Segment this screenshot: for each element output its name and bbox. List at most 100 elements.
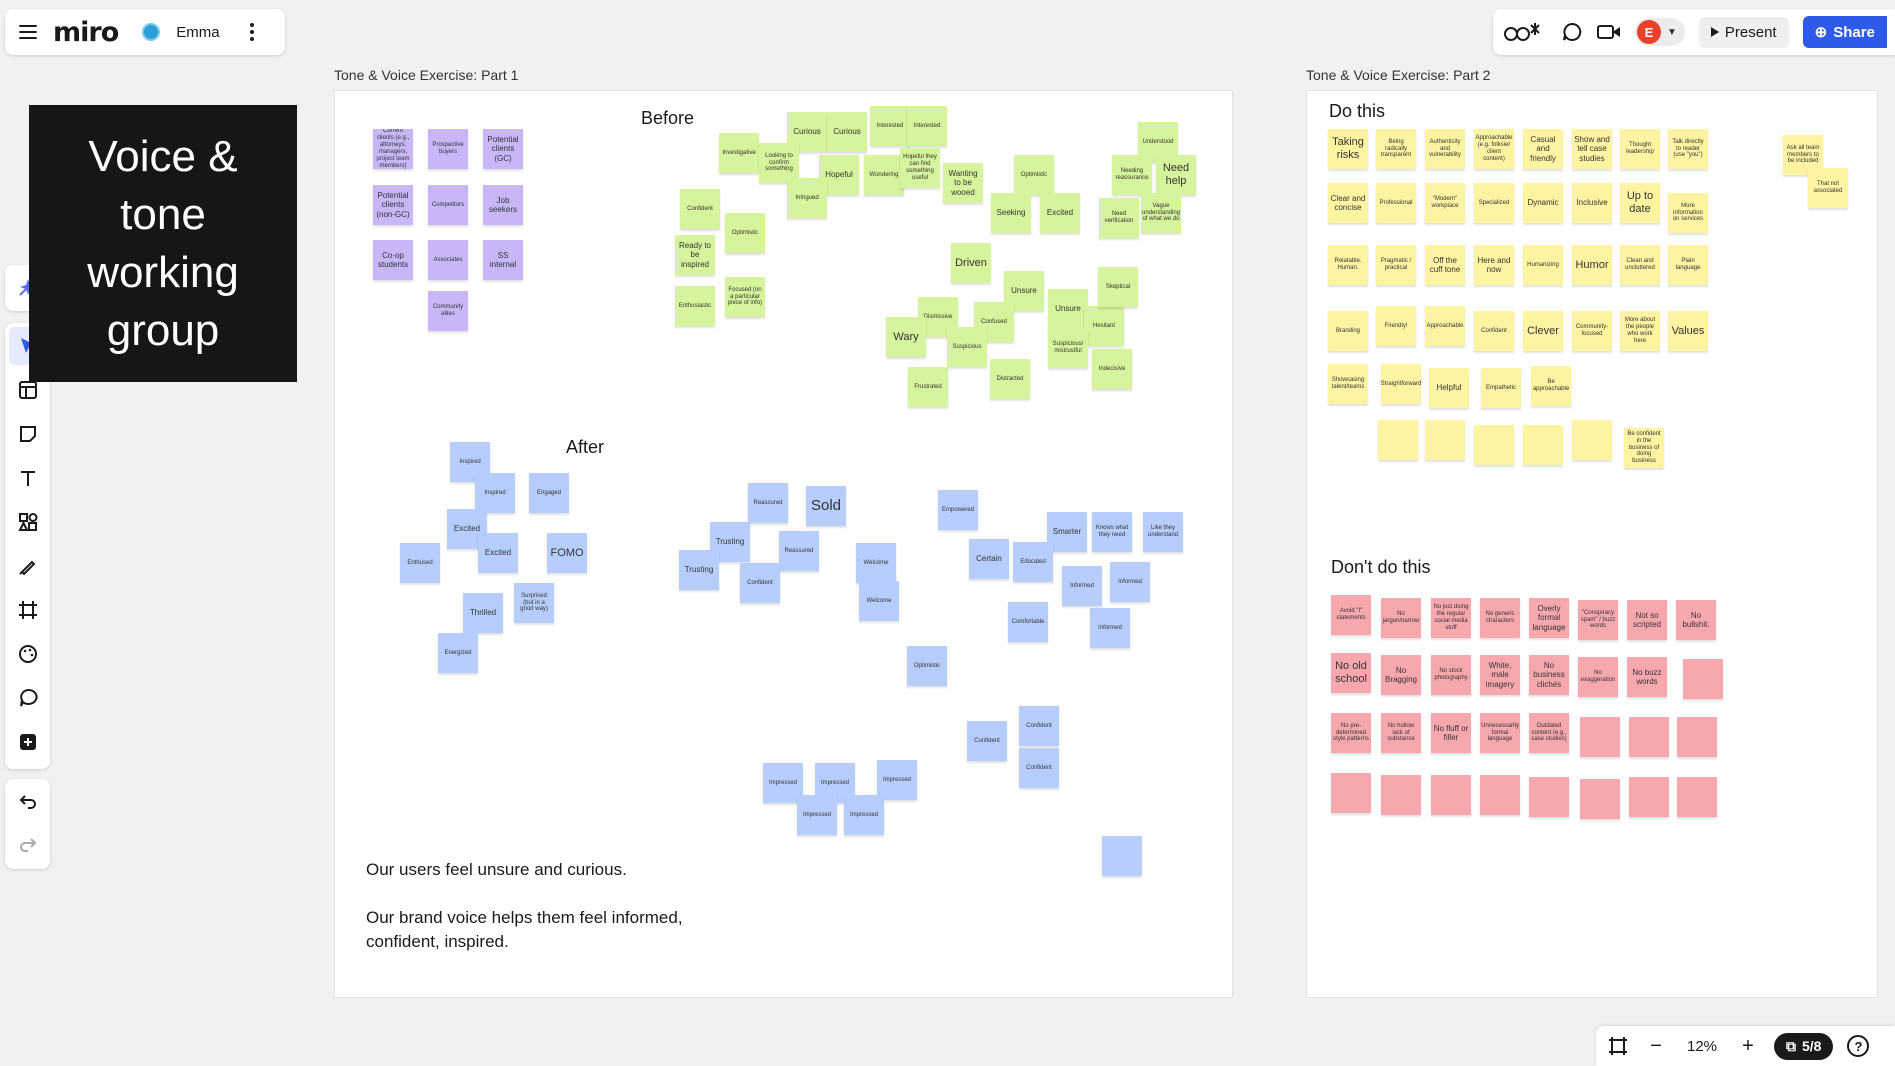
sticky-note[interactable]: Up to date [1620,183,1660,223]
sticky-note[interactable]: Impressed [763,763,803,803]
zoom-in-button[interactable]: + [1742,1034,1754,1057]
sticky-note[interactable]: Ready to be inspired [675,235,715,275]
sticky-note[interactable]: Suspicious [947,327,987,367]
sticky-note[interactable]: Clear and concise [1328,183,1368,223]
sticky-note[interactable]: Comfortable [1008,602,1048,642]
sticky-note[interactable]: Enthused [400,543,440,583]
sticky-note[interactable]: Co-op students [373,240,413,280]
sticky-note[interactable]: Certain [969,539,1009,579]
sticky-note[interactable]: Wanting to be wooed [943,163,983,203]
reactions-icon[interactable] [1503,19,1547,45]
sticky-note[interactable]: Impressed [797,795,837,835]
sticky-note[interactable]: Smarter [1047,512,1087,552]
sticky-note[interactable]: Overly formal language [1529,598,1569,638]
sticky-note[interactable]: Wondering [864,155,904,195]
sticky-note[interactable]: Surprised (but in a good way) [514,583,554,623]
shapes-tool[interactable] [9,503,46,541]
sticky-note[interactable]: Skeptical [1098,267,1138,307]
sticky-note[interactable]: Empowered [938,490,978,530]
sticky-note[interactable]: Community-focused [1572,311,1612,351]
sticky-note[interactable]: Reassured [779,531,819,571]
frames-navigator[interactable]: ⧉ 5/8 [1774,1032,1834,1060]
sticky-note[interactable]: More about the people who work here [1620,311,1660,351]
board-name[interactable]: Emma [176,23,220,41]
sticky-note-empty[interactable] [1677,777,1717,817]
frame-1-label[interactable]: Tone & Voice Exercise: Part 1 [334,67,519,83]
sticky-note[interactable]: No jargon/narrow [1381,598,1421,638]
sticky-note[interactable]: Straightforward [1381,364,1421,404]
sticky-note[interactable]: White, male imagery [1480,655,1520,695]
sticky-note[interactable]: Interested [907,106,947,146]
sticky-note[interactable]: No pre-determined style patterns [1331,713,1371,753]
sticky-note[interactable]: Seeking [991,193,1031,233]
sticky-note[interactable]: Helpful [1429,368,1469,408]
undo-button[interactable] [9,783,46,820]
sticky-note[interactable]: Professional [1376,183,1416,223]
sticky-note[interactable]: Vague understanding of what we do [1141,193,1181,233]
sticky-note[interactable]: Competitors [428,185,468,225]
sticky-note[interactable]: FOMO [547,533,587,573]
sticky-note[interactable]: Humor [1572,245,1612,285]
more-options-icon[interactable] [249,23,254,41]
more-tools[interactable] [9,723,46,761]
globe-icon[interactable] [142,23,161,41]
sticky-note[interactable]: Optimistic [1014,155,1054,195]
sticky-note[interactable]: Thrilled [463,593,503,633]
sticky-note[interactable]: Sold [806,486,846,526]
sticky-note[interactable]: Excited [1040,193,1080,233]
present-button[interactable]: Present [1698,16,1789,48]
sticky-note-empty[interactable] [1572,420,1612,460]
fit-to-screen-button[interactable] [1606,1034,1630,1058]
sticky-note[interactable]: Confident [1019,706,1059,746]
sticky-note[interactable]: Focused (on a particular piece of info) [725,277,765,317]
sticky-note[interactable]: Plain language [1668,245,1708,285]
sticky-note-empty[interactable] [1629,717,1669,757]
sticky-note[interactable]: Unsure [1048,289,1088,329]
sticky-note[interactable]: No just doing the regular social media s… [1431,598,1471,638]
sticky-note[interactable]: Showcasing talent/teams [1328,364,1368,404]
sticky-note[interactable]: Talk directly to reader (use "you") [1668,129,1708,169]
sticky-note[interactable]: Job seekers [483,185,523,225]
sticky-note[interactable]: Be confident in the business of doing bu… [1624,428,1664,468]
sticky-note[interactable]: Impressed [877,760,917,800]
sticky-note[interactable]: Confident [967,721,1007,761]
sticky-note[interactable]: Not so scripted [1627,600,1667,640]
sticky-note[interactable]: Clever [1523,311,1563,351]
sticky-note[interactable]: Hopeful they can find something useful [900,148,940,188]
sticky-note[interactable]: Avoid "I" statements [1331,595,1371,635]
sticky-note[interactable]: Welcome [856,543,896,583]
sticky-note-tool[interactable] [9,415,46,453]
menu-icon[interactable] [19,25,37,39]
frame-part-2[interactable] [1306,90,1878,998]
miro-logo[interactable]: miro [53,16,119,48]
sticky-note[interactable]: Enthusiastic [675,286,715,326]
sticky-note[interactable]: Trusting [679,550,719,590]
sticky-note-empty[interactable] [1580,779,1620,819]
sticky-note-empty[interactable] [1677,717,1717,757]
sticky-note[interactable]: Distracted [990,359,1030,399]
sticky-note[interactable]: Curious [827,112,867,152]
sticky-note[interactable]: Approachable [1425,306,1465,346]
sticky-note[interactable]: Clean and uncluttered [1620,245,1660,285]
sticky-note[interactable]: Informed [1062,566,1102,606]
sticky-note-empty[interactable] [1331,773,1371,813]
sticky-note[interactable]: Potential clients (GC) [483,129,523,169]
sticky-note[interactable]: Unnecessarily formal language [1480,713,1520,753]
sticky-note[interactable]: Values [1668,311,1708,351]
sticky-note[interactable]: Confident [1474,311,1514,351]
sticky-note[interactable]: Reassured [748,483,788,523]
sticky-note[interactable]: No business clichés [1529,655,1569,695]
sticky-note[interactable]: Knows what they need [1092,512,1132,552]
sticky-note[interactable]: Impressed [844,795,884,835]
sticky-note[interactable]: Approachable (e.g. folksier client conte… [1474,129,1514,169]
frame-2-label[interactable]: Tone & Voice Exercise: Part 2 [1306,67,1491,83]
sticky-note[interactable]: Informed [1110,562,1150,602]
sticky-note[interactable]: Relatable. Human. [1328,245,1368,285]
sticky-note[interactable]: Inclusive [1572,183,1612,223]
sticky-note[interactable]: Need verification [1099,198,1139,238]
comment-tool[interactable] [9,679,46,717]
sticky-note-empty[interactable] [1580,717,1620,757]
sticky-note[interactable]: "Conspiracy spam" / buzz words [1578,600,1618,640]
sticky-note[interactable]: Confident [740,563,780,603]
sticky-note[interactable]: Intrigued [787,178,827,218]
